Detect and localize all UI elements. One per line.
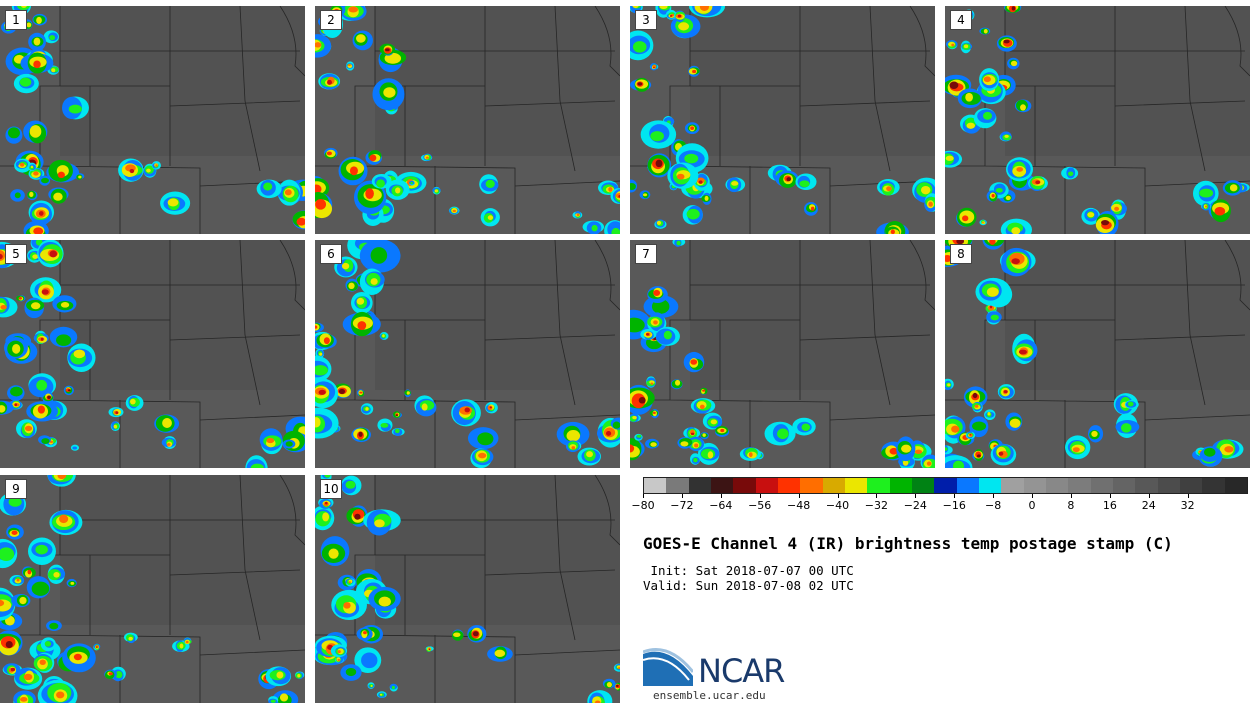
panel-number: 7 xyxy=(635,244,657,264)
colorbar-tick-label: −64 xyxy=(709,499,733,512)
colorbar-swatch xyxy=(822,478,845,493)
panel-number: 8 xyxy=(950,244,972,264)
panel-number: 10 xyxy=(320,479,342,499)
colorbar-swatch xyxy=(889,478,912,493)
ensemble-member-panel[interactable]: 2 xyxy=(315,6,620,234)
colorbar-tick-label: 24 xyxy=(1141,499,1156,512)
colorbar-tick xyxy=(1070,494,1072,498)
colorbar-tick-label: −80 xyxy=(631,499,655,512)
colorbar-tick-label: 32 xyxy=(1180,499,1195,512)
colorbar-swatch xyxy=(1112,478,1136,493)
colorbar-swatch xyxy=(733,478,756,493)
colorbar-tick xyxy=(720,494,722,498)
colorbar-tick-label: −16 xyxy=(942,499,966,512)
colorbar-tick-label: −8 xyxy=(985,499,1002,512)
colorbar-swatch xyxy=(911,478,935,493)
colorbar-tick xyxy=(954,494,956,498)
colorbar-tick xyxy=(993,494,995,498)
ensemble-member-panel[interactable]: 10 xyxy=(315,475,620,703)
colorbar-swatch xyxy=(800,478,823,493)
panel-number: 6 xyxy=(320,244,342,264)
colorbar-swatch xyxy=(1068,478,1091,493)
init-time: Init: Sat 2018-07-07 00 UTC xyxy=(643,563,854,578)
colorbar-swatch xyxy=(844,478,868,493)
colorbar-swatch xyxy=(1224,478,1247,493)
colorbar-tick-label: −56 xyxy=(748,499,772,512)
colorbar-tick xyxy=(915,494,917,498)
ir-map xyxy=(315,475,620,703)
ensemble-member-panel[interactable]: 1 xyxy=(0,6,305,234)
colorbar-swatch xyxy=(644,478,667,493)
colorbar-swatch xyxy=(688,478,711,493)
ir-map xyxy=(315,240,620,468)
colorbar-swatch xyxy=(1157,478,1180,493)
colorbar-swatch xyxy=(777,478,801,493)
ensemble-member-panel[interactable]: 8 xyxy=(945,240,1250,468)
colorbar-tick-label: 0 xyxy=(1028,499,1036,512)
colorbar-swatch xyxy=(867,478,890,493)
colorbar-tick xyxy=(876,494,878,498)
ensemble-member-panel[interactable]: 7 xyxy=(630,240,935,468)
ncar-logo-text: NCAR xyxy=(698,652,785,690)
colorbar-swatch xyxy=(1001,478,1024,493)
valid-time: Valid: Sun 2018-07-08 02 UTC xyxy=(643,578,854,593)
ensemble-member-panel[interactable]: 4 xyxy=(945,6,1250,234)
ir-map xyxy=(945,6,1250,234)
colorbar-swatch xyxy=(1135,478,1158,493)
colorbar-tick xyxy=(643,494,644,498)
panel-number: 3 xyxy=(635,10,657,30)
colorbar-tick xyxy=(1187,494,1189,498)
run-info: Init: Sat 2018-07-07 00 UTC Valid: Sun 2… xyxy=(643,563,854,593)
colorbar-tick-label: −72 xyxy=(670,499,694,512)
colorbar-swatch xyxy=(755,478,778,493)
site-url[interactable]: ensemble.ucar.edu xyxy=(653,689,766,702)
colorbar-tick xyxy=(837,494,839,498)
ensemble-member-panel[interactable]: 9 xyxy=(0,475,305,703)
ir-map xyxy=(315,6,620,234)
colorbar-tick-label: −32 xyxy=(864,499,889,512)
colorbar-swatch xyxy=(934,478,957,493)
colorbar-tick-label: −48 xyxy=(787,499,811,512)
panel-number: 5 xyxy=(5,244,27,264)
colorbar-tick-label: 16 xyxy=(1102,499,1117,512)
panel-number: 2 xyxy=(320,10,342,30)
colorbar-tick xyxy=(1148,494,1150,498)
colorbar-swatch xyxy=(1045,478,1069,493)
colorbar-swatch xyxy=(710,478,734,493)
colorbar-swatch xyxy=(956,478,979,493)
ir-map xyxy=(630,6,935,234)
colorbar-swatch xyxy=(1090,478,1113,493)
ensemble-member-panel[interactable]: 5 xyxy=(0,240,305,468)
colorbar-swatch xyxy=(1179,478,1203,493)
panel-number: 9 xyxy=(5,479,27,499)
colorbar-tick-label: 8 xyxy=(1067,499,1075,512)
ir-map xyxy=(630,240,935,468)
colorbar-ticks: −80 −72 −64 −56 −48 −40 −32 −24 −16 −8 0 8 16 24 32 xyxy=(631,494,1246,512)
ir-map xyxy=(0,240,305,468)
panel-number: 4 xyxy=(950,10,972,30)
colorbar: −80 −72 −64 −56 −48 −40 −32 −24 −16 −8 0 8 16 24 32 xyxy=(631,477,1248,512)
colorbar-swatch xyxy=(1202,478,1225,493)
colorbar-tick xyxy=(1109,494,1111,498)
ncar-logo-icon xyxy=(643,648,693,686)
panel-number: 1 xyxy=(5,10,27,30)
ir-map xyxy=(0,6,305,234)
colorbar-swatches xyxy=(643,477,1248,494)
colorbar-tick-label: −24 xyxy=(903,499,927,512)
colorbar-tick xyxy=(1032,494,1034,498)
ensemble-member-panel[interactable]: 6 xyxy=(315,240,620,468)
ensemble-member-panel[interactable]: 3 xyxy=(630,6,935,234)
colorbar-tick xyxy=(681,494,683,498)
colorbar-swatch xyxy=(978,478,1002,493)
colorbar-tick xyxy=(759,494,761,498)
ir-map xyxy=(0,475,305,703)
figure-title: GOES-E Channel 4 (IR) brightness temp po… xyxy=(643,534,1173,553)
colorbar-tick-label: −40 xyxy=(825,499,850,512)
colorbar-swatch xyxy=(666,478,689,493)
ir-map xyxy=(945,240,1250,468)
colorbar-tick xyxy=(798,494,800,498)
colorbar-swatch xyxy=(1023,478,1046,493)
